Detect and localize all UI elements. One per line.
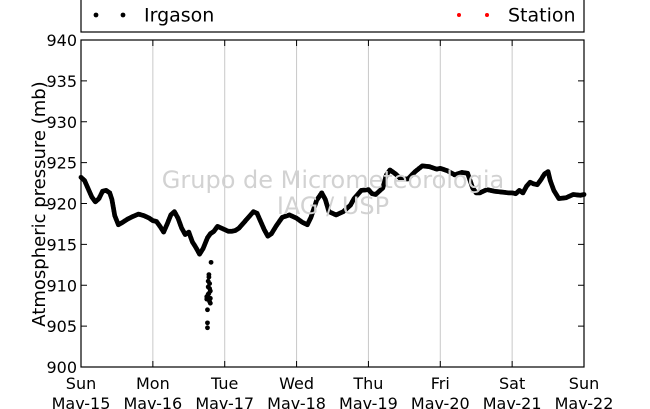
x-tick-day-label: Sun	[569, 374, 599, 393]
x-tick-day-label: Sun	[66, 374, 96, 393]
data-point-outlier	[205, 291, 211, 297]
data-point-outlier	[207, 286, 213, 291]
watermark-line-1: Grupo de Micrometeorologia	[162, 166, 504, 194]
data-point-outlier	[207, 300, 213, 306]
data-point-outlier	[208, 259, 214, 265]
x-axis-labels: SunMav-15MonMav-16TueMav-17WedMav-18ThuM…	[52, 374, 614, 409]
x-tick-day-label: Sat	[499, 374, 525, 393]
x-tick-date-label: Mav-15	[52, 394, 111, 409]
y-tick-label: 920	[46, 195, 77, 214]
x-tick-date-label: Mav-22	[555, 394, 614, 409]
axis-ticks	[80, 39, 585, 368]
data-points	[78, 163, 587, 331]
x-tick-day-label: Thu	[352, 374, 383, 393]
legend-label-irgason: Irgason	[144, 5, 214, 27]
legend-marker-irgason-2	[120, 12, 126, 18]
data-point-outlier	[207, 295, 213, 301]
y-tick-label: 940	[46, 31, 77, 50]
y-tick-label: 905	[46, 317, 77, 336]
data-point-outlier	[207, 281, 213, 287]
data-point-outlier	[205, 307, 210, 313]
y-tick-label: 900	[46, 358, 77, 377]
x-tick-date-label: Mav-18	[267, 394, 326, 409]
x-tick-day-label: Wed	[279, 374, 314, 393]
y-tick-label: 910	[46, 276, 77, 295]
legend-marker-station-1	[457, 13, 461, 17]
y-tick-label: 915	[46, 235, 77, 254]
legend-label-station: Station	[508, 5, 576, 27]
x-tick-date-label: Mav-19	[339, 394, 398, 409]
y-axis-title: Atmospheric pressure (mb)	[29, 81, 50, 326]
x-tick-day-label: Tue	[210, 374, 238, 393]
legend-frame	[80, 0, 585, 33]
x-tick-date-label: Mav-16	[123, 394, 182, 409]
legend-marker-irgason-1	[93, 12, 99, 18]
watermark-line-2: IAG / USP	[277, 192, 389, 220]
legend-marker-station-2	[485, 13, 489, 17]
x-tick-day-label: Mon	[136, 374, 170, 393]
y-tick-label: 930	[46, 113, 77, 132]
x-tick-date-label: Mav-20	[411, 394, 470, 409]
grid-lines	[152, 40, 513, 367]
x-tick-day-label: Fri	[431, 374, 450, 393]
x-tick-date-label: Mav-21	[483, 394, 542, 409]
y-tick-label: 935	[46, 72, 77, 91]
y-tick-label: 925	[46, 154, 77, 173]
legend: Irgason Station	[80, 0, 585, 33]
data-point-outlier	[205, 320, 210, 326]
data-point-outlier	[206, 272, 212, 278]
y-axis-labels: 900 905 910 915 920 925 930 935 940	[46, 31, 77, 377]
x-tick-date-label: Mav-17	[195, 394, 254, 409]
watermark: Grupo de Micrometeorologia IAG / USP	[162, 166, 504, 220]
data-point-outlier	[205, 325, 210, 331]
